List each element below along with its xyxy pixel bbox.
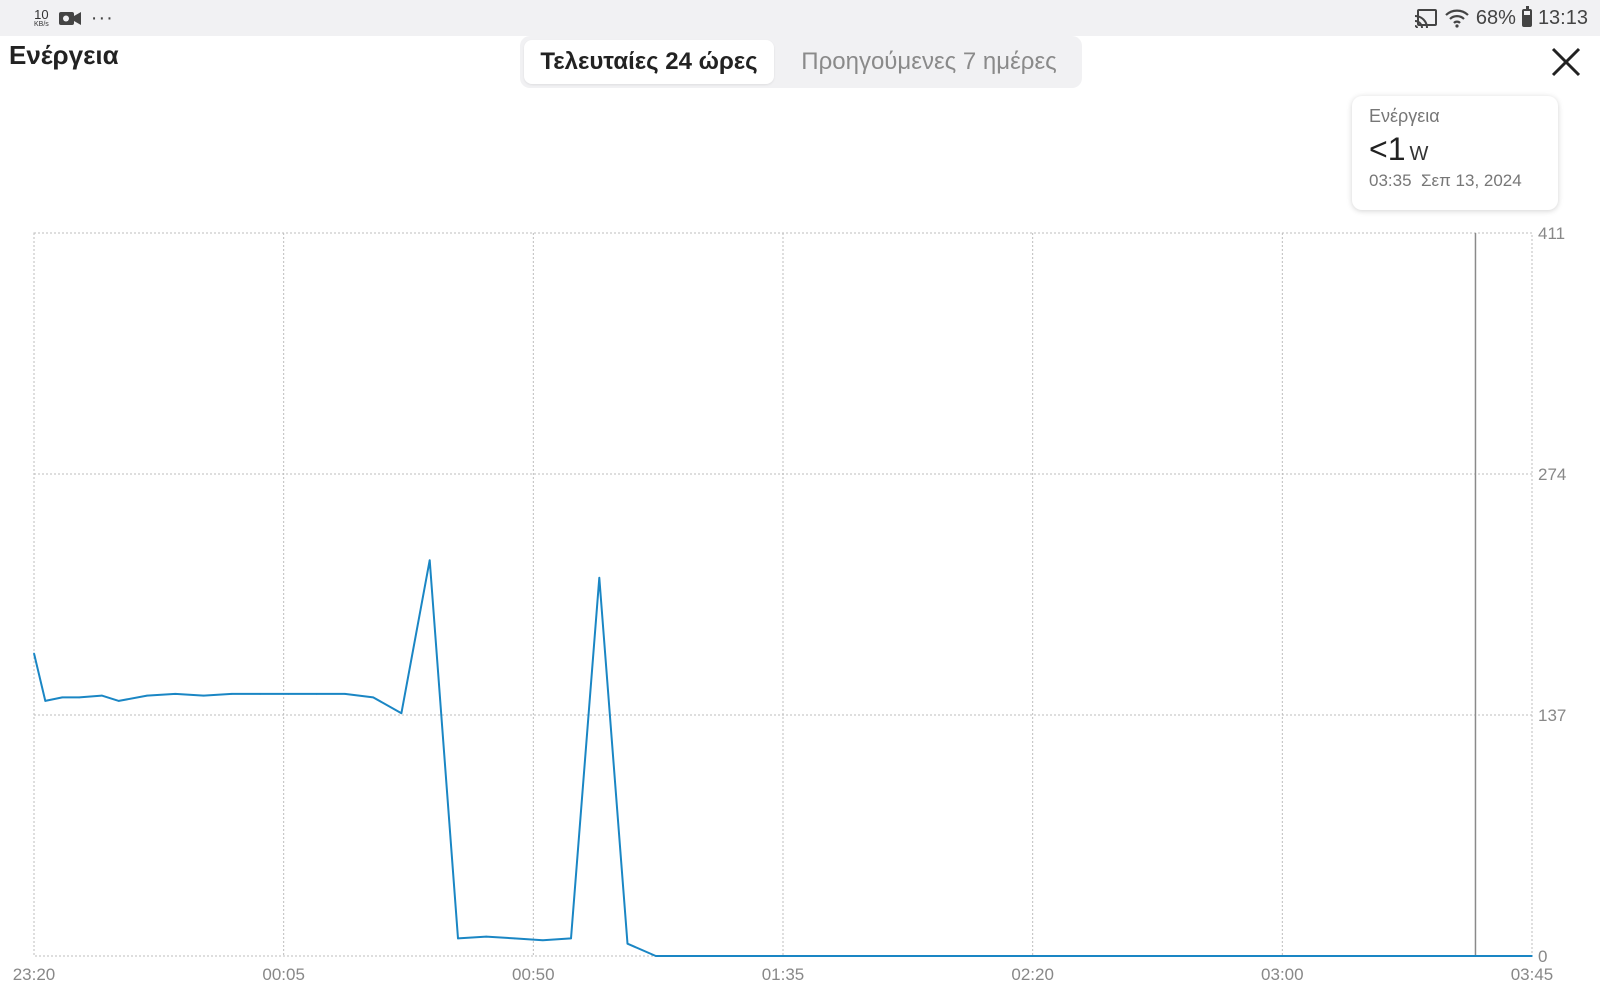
close-icon[interactable] bbox=[1548, 44, 1584, 80]
data-point bbox=[1474, 955, 1477, 957]
data-point bbox=[78, 696, 80, 699]
data-point bbox=[231, 693, 233, 695]
x-tick-label: 00:05 bbox=[262, 965, 305, 984]
data-point bbox=[570, 937, 572, 940]
page-title: Ενέργεια bbox=[9, 40, 119, 70]
data-point bbox=[683, 955, 685, 957]
tooltip-unit: W bbox=[1409, 143, 1429, 165]
x-tick-label: 00:50 bbox=[512, 965, 555, 984]
data-point bbox=[655, 955, 657, 957]
data-point bbox=[400, 712, 403, 714]
data-point bbox=[796, 955, 798, 957]
data-point bbox=[259, 693, 261, 695]
data-point bbox=[485, 935, 488, 938]
data-point bbox=[33, 652, 35, 655]
tab-previous-7-days[interactable]: Προηγούμενες 7 ημέρες bbox=[801, 48, 1057, 75]
x-tick-label: 03:45 bbox=[1511, 965, 1554, 984]
y-tick-label: 0 bbox=[1538, 947, 1547, 966]
tab-last-24-hours[interactable]: Τελευταίες 24 ώρες bbox=[524, 40, 774, 84]
data-point bbox=[344, 693, 346, 695]
time-range-toggle: Τελευταίες 24 ώρες Προηγούμενες 7 ημέρες bbox=[520, 36, 1082, 88]
y-tick-label: 411 bbox=[1538, 224, 1565, 243]
data-point bbox=[287, 693, 290, 695]
data-point bbox=[1276, 955, 1279, 957]
data-point bbox=[202, 694, 205, 697]
data-point bbox=[61, 696, 64, 699]
data-point bbox=[1050, 955, 1053, 957]
x-tick-label: 03:00 bbox=[1261, 965, 1304, 984]
data-point bbox=[598, 577, 601, 579]
tooltip-timestamp: 03:35 Σεπ 13, 2024 bbox=[1369, 171, 1541, 191]
status-bar: 10 KB/s ··· 68% 13:13 bbox=[0, 0, 1600, 36]
wifi-icon bbox=[1445, 9, 1469, 28]
data-point bbox=[118, 700, 120, 702]
data-point bbox=[513, 937, 516, 940]
x-tick-label: 23:20 bbox=[13, 965, 56, 984]
data-point bbox=[1531, 955, 1533, 957]
network-speed-value: 10 bbox=[34, 7, 49, 22]
data-point bbox=[711, 955, 714, 957]
more-notifications-icon: ··· bbox=[90, 6, 114, 29]
tooltip-card: Ενέργεια <1 W 03:35 Σεπ 13, 2024 bbox=[1352, 96, 1558, 210]
x-tick-label: 01:35 bbox=[762, 965, 805, 984]
x-tick-label: 02:20 bbox=[1011, 965, 1054, 984]
y-tick-label: 137 bbox=[1538, 706, 1566, 725]
data-point bbox=[542, 939, 544, 941]
tooltip-time: 03:35 bbox=[1369, 171, 1412, 190]
y-tick-label: 274 bbox=[1538, 465, 1566, 484]
battery-icon bbox=[1521, 6, 1532, 27]
data-point bbox=[315, 693, 318, 695]
tooltip-value: <1 bbox=[1369, 131, 1406, 167]
network-speed: 10 KB/s bbox=[34, 8, 49, 28]
tooltip-date: Σεπ 13, 2024 bbox=[1421, 171, 1522, 190]
tooltip-value-row: <1 W bbox=[1369, 131, 1541, 168]
network-speed-unit: KB/s bbox=[34, 21, 49, 28]
data-point bbox=[372, 696, 375, 699]
series-line bbox=[33, 559, 1532, 957]
tooltip-label: Ενέργεια bbox=[1369, 106, 1440, 126]
cast-icon bbox=[1414, 9, 1437, 28]
data-point bbox=[457, 937, 459, 940]
data-point bbox=[626, 942, 629, 945]
data-point bbox=[428, 559, 431, 561]
data-point bbox=[101, 694, 103, 697]
status-bar-left: 10 KB/s ··· bbox=[34, 6, 114, 30]
battery-percentage: 68% bbox=[1475, 6, 1516, 29]
video-camera-icon bbox=[58, 11, 81, 25]
data-point bbox=[174, 693, 177, 695]
data-point bbox=[146, 694, 148, 697]
data-point bbox=[44, 700, 47, 702]
status-bar-right: 68% 13:13 bbox=[1414, 6, 1588, 30]
clock: 13:13 bbox=[1537, 6, 1588, 29]
